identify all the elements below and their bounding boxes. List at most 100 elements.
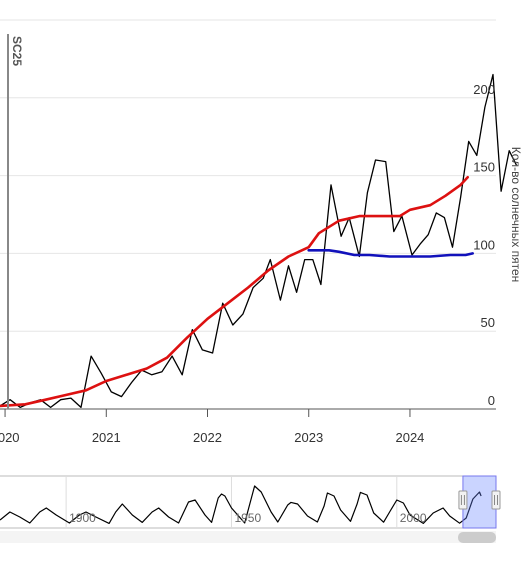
data-point[interactable] bbox=[367, 253, 372, 258]
data-point[interactable] bbox=[286, 263, 291, 268]
data-point[interactable] bbox=[180, 372, 185, 377]
data-point[interactable] bbox=[124, 372, 129, 377]
navigator-selected-window[interactable] bbox=[462, 475, 497, 529]
series-line-0[interactable] bbox=[0, 73, 517, 409]
grid-lines bbox=[0, 19, 496, 332]
navigator-frame bbox=[0, 475, 496, 529]
data-point[interactable] bbox=[428, 254, 433, 259]
series-line-1[interactable] bbox=[0, 175, 469, 408]
data-point[interactable] bbox=[397, 214, 402, 219]
data-point[interactable] bbox=[465, 175, 470, 180]
data-point[interactable] bbox=[266, 268, 271, 273]
data-point[interactable] bbox=[286, 254, 291, 259]
data-point[interactable] bbox=[458, 182, 463, 187]
data-point[interactable] bbox=[310, 257, 315, 262]
data-point[interactable] bbox=[482, 105, 487, 110]
data-point[interactable] bbox=[357, 214, 362, 219]
data-point[interactable] bbox=[43, 397, 48, 402]
data-point[interactable] bbox=[278, 298, 283, 303]
data-point[interactable] bbox=[474, 153, 479, 158]
data-point[interactable] bbox=[318, 282, 323, 287]
data-point[interactable] bbox=[377, 214, 382, 219]
data-point[interactable] bbox=[418, 242, 423, 247]
series-lines[interactable] bbox=[0, 72, 519, 410]
data-point[interactable] bbox=[491, 72, 496, 77]
data-point[interactable] bbox=[466, 139, 471, 144]
data-point[interactable] bbox=[230, 323, 235, 328]
y-axis-title: Кол-во солнечных пятен bbox=[509, 147, 523, 283]
data-point[interactable] bbox=[144, 366, 149, 371]
data-point[interactable] bbox=[165, 355, 170, 360]
data-point[interactable] bbox=[337, 249, 342, 254]
data-point[interactable] bbox=[442, 215, 447, 220]
data-point[interactable] bbox=[339, 234, 344, 239]
data-point[interactable] bbox=[225, 301, 230, 306]
range-navigator[interactable]: 1900 1950 2000 bbox=[0, 475, 501, 543]
data-point[interactable] bbox=[302, 257, 307, 262]
data-point[interactable] bbox=[205, 316, 210, 321]
data-point[interactable] bbox=[327, 248, 332, 253]
data-point[interactable] bbox=[450, 245, 455, 250]
data-point[interactable] bbox=[23, 402, 28, 407]
data-point[interactable] bbox=[200, 347, 205, 352]
series-line-2[interactable] bbox=[307, 249, 474, 258]
data-point[interactable] bbox=[58, 397, 63, 402]
data-point[interactable] bbox=[149, 372, 154, 377]
data-point[interactable] bbox=[448, 253, 453, 258]
axes bbox=[0, 408, 496, 417]
data-point[interactable] bbox=[63, 393, 68, 398]
data-point[interactable] bbox=[373, 158, 378, 163]
data-point[interactable] bbox=[68, 396, 73, 401]
data-point[interactable] bbox=[268, 257, 273, 262]
data-point[interactable] bbox=[408, 254, 413, 259]
data-point[interactable] bbox=[129, 380, 134, 385]
cycle-marker: SC25 bbox=[7, 34, 24, 409]
navigator-left-handle[interactable] bbox=[458, 490, 468, 510]
data-point[interactable] bbox=[434, 210, 439, 215]
data-point[interactable] bbox=[294, 290, 299, 295]
navigator-series bbox=[0, 485, 482, 524]
data-point[interactable] bbox=[499, 189, 504, 194]
navigator-tick-label: 1900 bbox=[69, 511, 96, 525]
data-point[interactable] bbox=[306, 248, 311, 253]
data-point[interactable] bbox=[426, 232, 431, 237]
data-point[interactable] bbox=[48, 405, 53, 410]
data-point[interactable] bbox=[84, 388, 89, 393]
navigator-series-line bbox=[0, 485, 482, 524]
scrollbar-thumb[interactable] bbox=[458, 532, 496, 543]
data-point[interactable] bbox=[463, 253, 468, 258]
cycle-marker-label: SC25 bbox=[10, 36, 24, 66]
data-point[interactable] bbox=[210, 351, 215, 356]
data-point[interactable] bbox=[119, 394, 124, 399]
navigator-selection[interactable] bbox=[458, 475, 501, 529]
data-point[interactable] bbox=[240, 312, 245, 317]
data-point[interactable] bbox=[383, 159, 388, 164]
data-point[interactable] bbox=[246, 285, 251, 290]
navigator-tick-labels: 1900 1950 2000 bbox=[69, 511, 427, 525]
data-point[interactable] bbox=[185, 335, 190, 340]
data-point[interactable] bbox=[428, 203, 433, 208]
y-tick-label: 50 bbox=[481, 315, 495, 330]
data-point[interactable] bbox=[458, 195, 463, 200]
data-point[interactable] bbox=[329, 182, 334, 187]
data-point[interactable] bbox=[365, 190, 370, 195]
data-point[interactable] bbox=[89, 354, 94, 359]
data-point[interactable] bbox=[443, 193, 448, 198]
scrollbar-track[interactable] bbox=[0, 531, 496, 543]
data-point[interactable] bbox=[352, 253, 357, 258]
data-point[interactable] bbox=[408, 207, 413, 212]
data-point[interactable] bbox=[79, 405, 84, 410]
data-point[interactable] bbox=[337, 218, 342, 223]
data-point[interactable] bbox=[99, 371, 104, 376]
navigator-scrollbar[interactable] bbox=[0, 531, 496, 543]
data-point[interactable] bbox=[104, 379, 109, 384]
navigator-right-handle[interactable] bbox=[491, 490, 501, 510]
data-point[interactable] bbox=[391, 229, 396, 234]
data-point[interactable] bbox=[109, 389, 114, 394]
data-point[interactable] bbox=[387, 254, 392, 259]
data-point[interactable] bbox=[316, 231, 321, 236]
data-point[interactable] bbox=[160, 369, 165, 374]
